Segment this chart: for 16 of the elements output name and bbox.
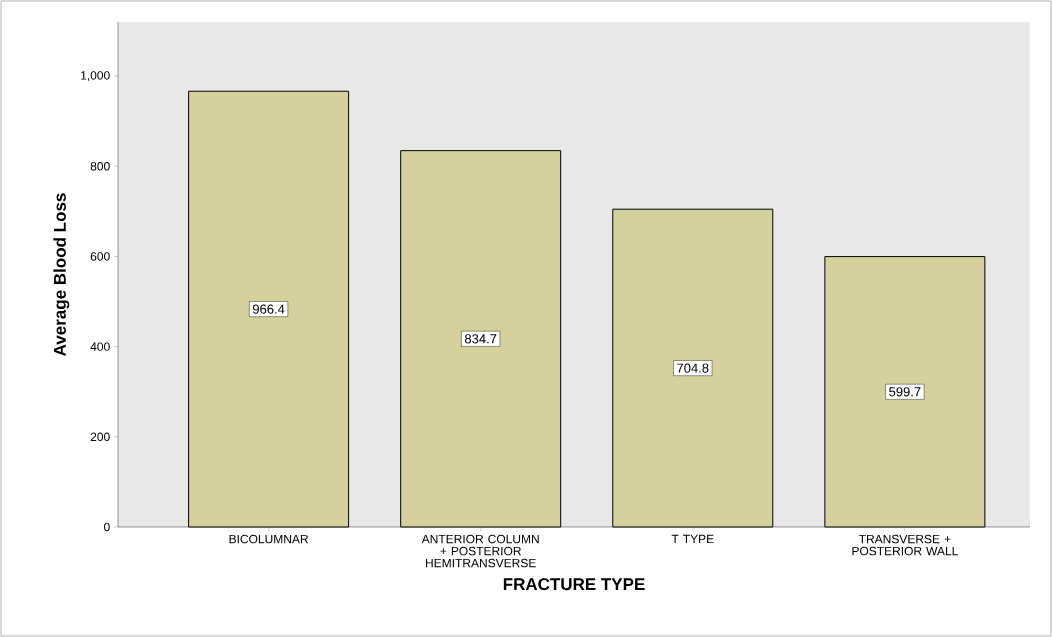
data-label: 834.7 <box>464 334 497 344</box>
x-tick-label: ANTERIOR COLUMN + POSTERIOR HEMITRANSVERSE <box>421 534 539 568</box>
y-tick-label: 600 <box>90 252 110 261</box>
y-tick-label: 0 <box>104 522 110 532</box>
y-tick-label: 200 <box>90 432 110 442</box>
y-tick-label: 400 <box>90 342 110 351</box>
x-tick-label: T TYPE <box>671 534 714 544</box>
data-label: 704.8 <box>677 363 709 373</box>
y-axis-title: Average Blood Loss <box>53 193 70 356</box>
x-axis-title: FRACTURE TYPE <box>503 578 645 591</box>
data-label: 966.4 <box>252 304 285 314</box>
y-tick-label: 1,000 <box>81 71 110 82</box>
x-tick-label: BICOLUMNAR <box>229 534 309 544</box>
data-label: 599.7 <box>889 387 921 397</box>
y-tick-label: 800 <box>90 162 110 171</box>
x-tick-label: TRANSVERSE + POSTERIOR WALL <box>852 534 958 556</box>
